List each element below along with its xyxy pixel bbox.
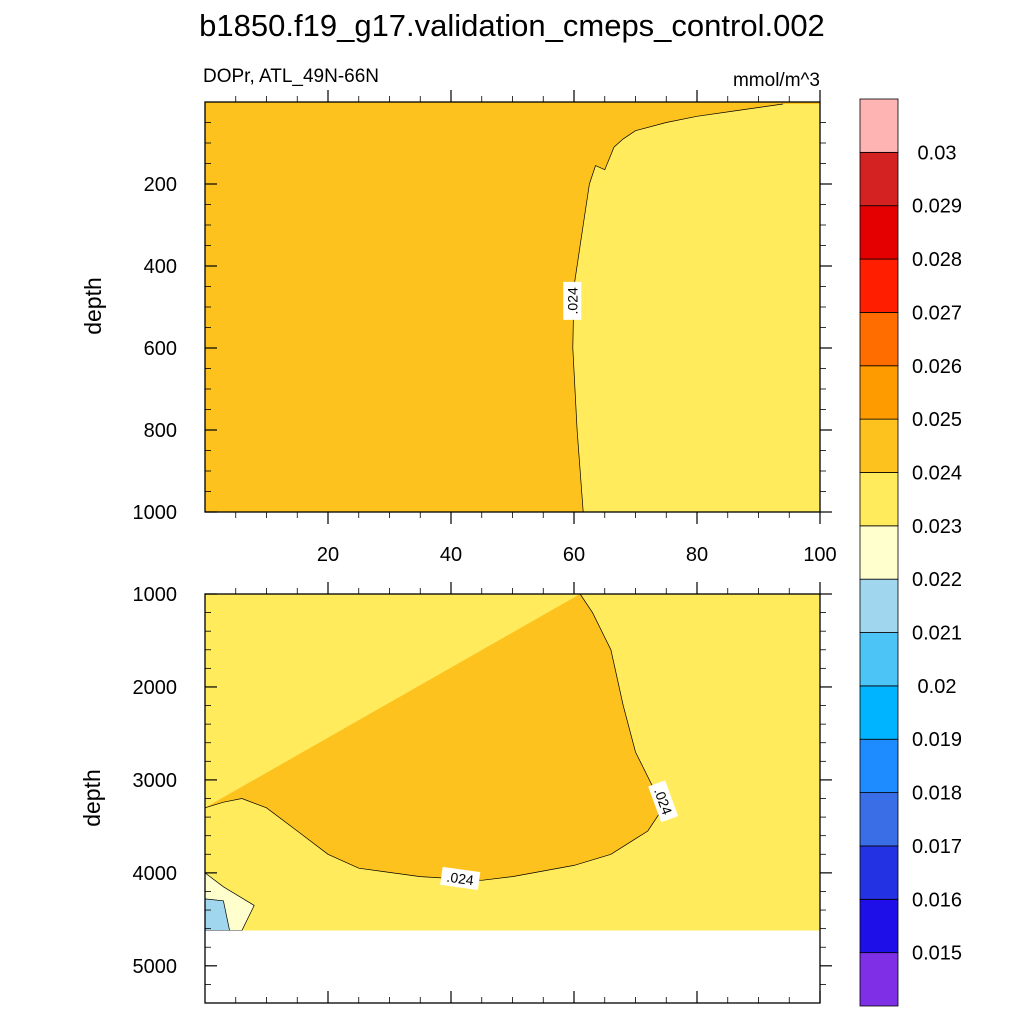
lower-ylabel: depth xyxy=(79,769,105,827)
colorbar-swatch xyxy=(859,632,899,687)
xtick-label: 20 xyxy=(317,544,339,566)
colorbar-label: 0.027 xyxy=(912,302,962,324)
colorbar-label: 0.016 xyxy=(912,889,962,911)
upper-panel: 200 400 600 800 1000 20 40 60 80 100 .024 xyxy=(133,90,837,566)
ytick-label: 2000 xyxy=(133,677,178,699)
contour-label-box xyxy=(563,281,582,320)
contour-label-text: .024 xyxy=(564,287,580,314)
colorbar-label: 0.019 xyxy=(912,729,962,751)
ytick-label: 800 xyxy=(144,420,177,442)
contour-line-0024 xyxy=(204,593,661,881)
ytick-label: 400 xyxy=(144,256,177,278)
colorbar-label: 0.029 xyxy=(912,196,962,218)
colorbar-swatch xyxy=(859,952,899,1007)
contour-label-text: .024 xyxy=(446,869,475,889)
ytick-label: 4000 xyxy=(133,863,178,885)
upper-ylabel: depth xyxy=(80,277,106,335)
colorbar-label: 0.015 xyxy=(912,943,962,965)
xtick-label: 40 xyxy=(440,544,462,566)
colorbar-label: 0.02 xyxy=(918,676,957,698)
ytick-label: 200 xyxy=(144,174,177,196)
colorbar-swatch xyxy=(859,685,899,740)
xtick-label: 80 xyxy=(686,544,708,566)
colorbar-swatch xyxy=(859,312,899,367)
colorbar-swatch xyxy=(859,98,899,153)
colorbar-label: 0.017 xyxy=(912,836,962,858)
ytick-label: 600 xyxy=(144,338,177,360)
colorbar-swatch xyxy=(859,898,899,954)
colorbar-label: 0.03 xyxy=(918,142,957,164)
units-label: mmol/m^3 xyxy=(733,70,820,91)
colorbar-swatch xyxy=(859,205,899,260)
field-0023-0024 xyxy=(572,104,820,512)
contour-label-lower-bottom: .024 xyxy=(440,866,481,890)
figure-title: b1850.f19_g17.validation_cmeps_control.0… xyxy=(199,8,825,43)
colorbar-swatch xyxy=(859,472,899,527)
contour-label-box xyxy=(440,866,481,890)
colorbar-swatch xyxy=(859,792,899,847)
xtick-label: 60 xyxy=(563,544,585,566)
ytick-label: 1000 xyxy=(133,584,178,606)
contour-label-box xyxy=(648,780,679,823)
colorbar-swatch xyxy=(859,578,899,633)
colorbar-label: 0.026 xyxy=(912,356,962,378)
colorbar-label: 0.024 xyxy=(912,462,962,484)
ytick-label: 5000 xyxy=(133,956,178,978)
ytick-label: 1000 xyxy=(133,502,178,524)
contour-label-upper: .024 xyxy=(563,281,582,320)
colorbar-label: 0.025 xyxy=(912,409,962,431)
field-above-0024 xyxy=(205,594,661,881)
colorbar-swatch xyxy=(859,365,899,420)
colorbar-swatch xyxy=(859,845,899,900)
colorbar-swatch xyxy=(859,258,899,313)
colorbar-label: 0.018 xyxy=(912,783,962,805)
colorbar-label: 0.021 xyxy=(912,623,962,645)
variable-region-label: DOPr, ATL_49N-66N xyxy=(203,66,379,87)
colorbar-label: 0.028 xyxy=(912,249,962,271)
no-data-region xyxy=(205,930,820,1003)
colorbar: 0.015 0.016 0.017 0.018 0.019 0.02 0.021 0.022 0… xyxy=(859,98,962,1007)
colorbar-swatch xyxy=(859,151,899,207)
contour-line-0024 xyxy=(572,103,784,513)
colorbar-label: 0.022 xyxy=(912,569,962,591)
colorbar-label: 0.023 xyxy=(912,516,962,538)
xtick-label: 100 xyxy=(803,544,836,566)
colorbar-swatch xyxy=(859,525,899,580)
colorbar-swatch xyxy=(859,738,899,793)
colorbar-swatch xyxy=(859,418,899,473)
ytick-label: 3000 xyxy=(133,770,178,792)
